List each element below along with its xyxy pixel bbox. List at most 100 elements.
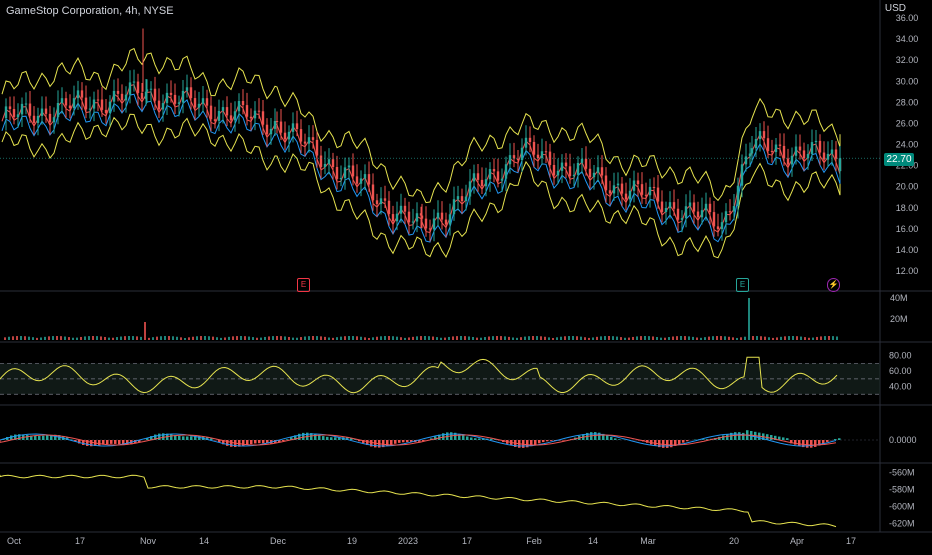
candle-body xyxy=(733,206,735,211)
macd-histogram-bar xyxy=(734,432,737,440)
price-tick-label: 36.00 xyxy=(896,13,919,23)
price-tick-label: 18.00 xyxy=(896,203,919,213)
volume-bar xyxy=(124,336,126,340)
time-tick-label: 17 xyxy=(462,536,472,546)
volume-bar xyxy=(728,337,730,340)
candle-body xyxy=(105,110,107,113)
candle-body xyxy=(288,132,290,140)
volume-bar xyxy=(652,336,654,340)
candle-body xyxy=(677,209,679,220)
macd-histogram-bar xyxy=(610,437,613,440)
candle-body xyxy=(713,212,715,226)
volume-bar xyxy=(836,336,838,340)
candle-body xyxy=(129,82,131,94)
volume-bar xyxy=(640,336,642,340)
volume-bar xyxy=(300,337,302,340)
candle-body xyxy=(445,220,447,225)
volume-bar xyxy=(820,336,822,340)
candle-body xyxy=(214,119,216,121)
volume-bar xyxy=(372,337,374,340)
volume-bar xyxy=(416,336,418,340)
volume-bar xyxy=(384,336,386,340)
candle-body xyxy=(17,114,19,117)
volume-bar xyxy=(240,336,242,340)
candle-body xyxy=(262,111,264,124)
macd-histogram-bar xyxy=(838,438,841,440)
price-tick-label: 34.00 xyxy=(896,34,919,44)
candle-body xyxy=(473,173,475,181)
volume-bar xyxy=(176,337,178,340)
candle-body xyxy=(625,194,627,200)
volume-bar xyxy=(628,338,630,340)
volume-bar xyxy=(344,336,346,340)
earnings-flag-dec[interactable]: E xyxy=(297,278,310,292)
candle-body xyxy=(485,179,487,186)
volume-bar xyxy=(424,336,426,340)
candle-body xyxy=(529,138,531,142)
candle-body xyxy=(581,159,583,163)
macd-histogram-bar xyxy=(618,439,621,440)
candle-body xyxy=(194,98,196,107)
volume-bar xyxy=(632,337,634,340)
volume-bar xyxy=(312,336,314,340)
macd-histogram-bar xyxy=(478,438,481,440)
volume-bar xyxy=(404,338,406,340)
macd-histogram-bar xyxy=(42,436,45,440)
rsi-tick-label: 40.00 xyxy=(889,382,912,392)
volume-bar xyxy=(324,337,326,340)
volume-bar xyxy=(440,338,442,340)
candle-body xyxy=(174,95,176,104)
volume-bar xyxy=(564,336,566,340)
candle-body xyxy=(13,109,15,117)
volume-bar xyxy=(288,337,290,340)
volume-bar xyxy=(296,338,298,340)
earnings-flag-mar[interactable]: E xyxy=(736,278,749,292)
candle-body xyxy=(154,89,156,101)
candle-body xyxy=(701,210,703,217)
candle-body xyxy=(771,151,773,152)
candle-body xyxy=(763,131,765,138)
candle-body xyxy=(210,106,212,120)
time-tick-label: 19 xyxy=(347,536,357,546)
macd-histogram-bar xyxy=(302,433,305,440)
candle-body xyxy=(525,138,527,148)
price-tick-label: 16.00 xyxy=(896,224,919,234)
candle-body xyxy=(545,151,547,152)
candle-body xyxy=(839,158,841,171)
volume-bar xyxy=(24,336,26,340)
volume-bar xyxy=(516,338,518,340)
macd-histogram-bar xyxy=(286,439,289,440)
volume-bar xyxy=(8,337,10,340)
macd-histogram-bar xyxy=(118,440,121,444)
volume-bar xyxy=(796,336,798,340)
volume-bar xyxy=(260,338,262,340)
symbol-title[interactable]: GameStop Corporation, 4h, NYSE xyxy=(6,5,174,17)
volume-bar xyxy=(4,337,6,340)
candle-body xyxy=(557,171,559,176)
candle-body xyxy=(222,107,224,111)
volume-bar xyxy=(184,338,186,340)
volume-bar xyxy=(500,336,502,340)
time-tick-label: Feb xyxy=(526,536,542,546)
candle-body xyxy=(300,129,302,141)
macd-histogram-bar xyxy=(810,440,813,448)
volume-bar xyxy=(128,336,130,340)
candle-body xyxy=(649,187,651,195)
candle-body xyxy=(421,216,423,219)
candle-body xyxy=(332,159,334,167)
volume-bar xyxy=(720,336,722,340)
candle-body xyxy=(461,196,463,201)
candle-body xyxy=(392,214,394,221)
volume-bar xyxy=(400,337,402,340)
split-flag-apr[interactable]: ⚡ xyxy=(827,278,840,292)
volume-bar xyxy=(100,336,102,340)
price-tick-label: 12.00 xyxy=(896,266,919,276)
volume-bar xyxy=(768,337,770,340)
candle-body xyxy=(433,218,435,229)
volume-bar xyxy=(760,336,762,340)
volume-bar xyxy=(368,338,370,340)
volume-bar xyxy=(692,337,694,340)
candle-body xyxy=(61,98,63,103)
